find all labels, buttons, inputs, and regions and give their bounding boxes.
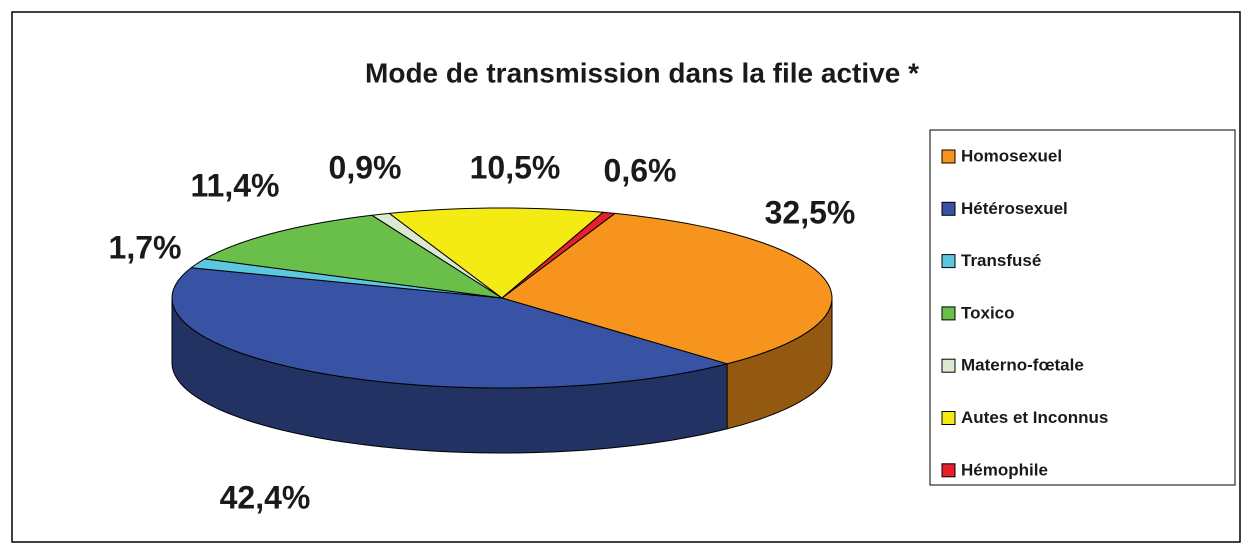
legend-swatch: [941, 254, 956, 269]
legend-label: Hétérosexuel: [961, 199, 1068, 218]
legend-label: Toxico: [961, 303, 1015, 322]
legend-label: Autes et Inconnus: [961, 408, 1108, 427]
slice: [171, 267, 729, 389]
data-label: 1,7%: [109, 229, 182, 265]
slice: [203, 214, 503, 299]
data-label: 11,4%: [191, 167, 280, 203]
data-label: 0,6%: [604, 152, 677, 188]
slice: [500, 212, 833, 365]
legend-box: [929, 129, 1236, 486]
legend-label: Homosexuel: [961, 146, 1062, 165]
slice: [501, 211, 617, 299]
legend-label: Materno-fœtale: [961, 356, 1084, 375]
legend-swatch: [941, 201, 956, 216]
data-label: 42,4%: [220, 479, 311, 515]
legend-swatch: [941, 149, 956, 164]
chart-title: Mode de transmission dans la file active…: [365, 57, 919, 88]
legend-swatch: [941, 306, 956, 321]
legend-label: Hémophile: [961, 460, 1048, 479]
data-label: 32,5%: [765, 194, 856, 230]
legend-swatch: [941, 411, 956, 425]
slice: [388, 207, 605, 299]
legend-label: Transfusé: [961, 251, 1041, 270]
legend-swatch: [941, 463, 956, 478]
legend-swatch: [941, 358, 956, 373]
data-label: 0,9%: [329, 149, 402, 185]
data-label: 10,5%: [470, 149, 561, 185]
pie-tops: [171, 207, 833, 389]
